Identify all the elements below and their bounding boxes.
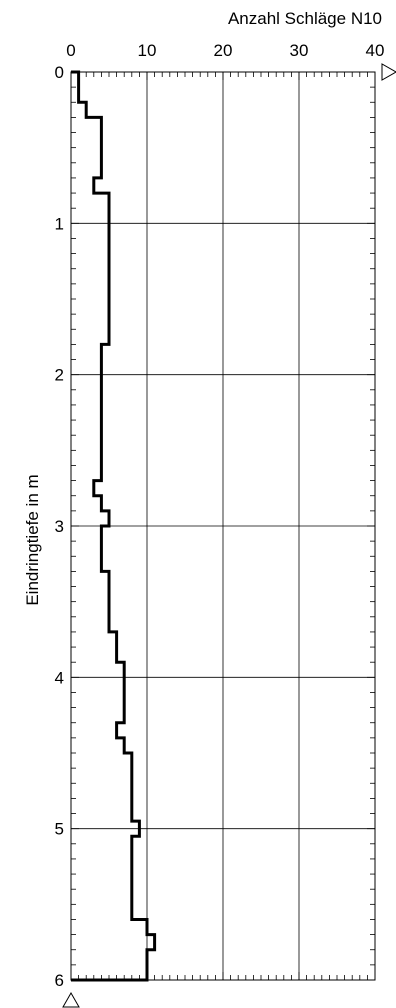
x-tick-label: 0 [66, 41, 75, 60]
y-tick-label: 1 [55, 214, 64, 233]
x-axis-tick-labels: 0 10 20 30 40 [66, 41, 384, 60]
grid [70, 71, 376, 981]
x-tick-label: 30 [290, 41, 309, 60]
bottom-left-triangle-marker [62, 991, 80, 1008]
x-tick-label: 40 [366, 41, 385, 60]
y-tick-label: 2 [55, 366, 64, 385]
y-axis-title: Eindringtiefe in m [23, 474, 42, 605]
y-tick-label: 0 [55, 63, 64, 82]
series-line [71, 70, 157, 982]
y-tick-label: 6 [55, 971, 64, 990]
y-tick-label: 4 [55, 668, 64, 687]
y-tick-label: 5 [55, 820, 64, 839]
x-tick-label: 20 [214, 41, 233, 60]
y-axis-tick-labels: 0 1 2 3 4 5 6 [55, 63, 64, 990]
x-axis-title: Anzahl Schläge N10 [228, 9, 382, 28]
y-tick-label: 3 [55, 517, 64, 536]
series-group [71, 70, 157, 982]
top-right-triangle-marker [381, 63, 396, 81]
y-axis-ticks [71, 71, 375, 981]
x-tick-label: 10 [138, 41, 157, 60]
